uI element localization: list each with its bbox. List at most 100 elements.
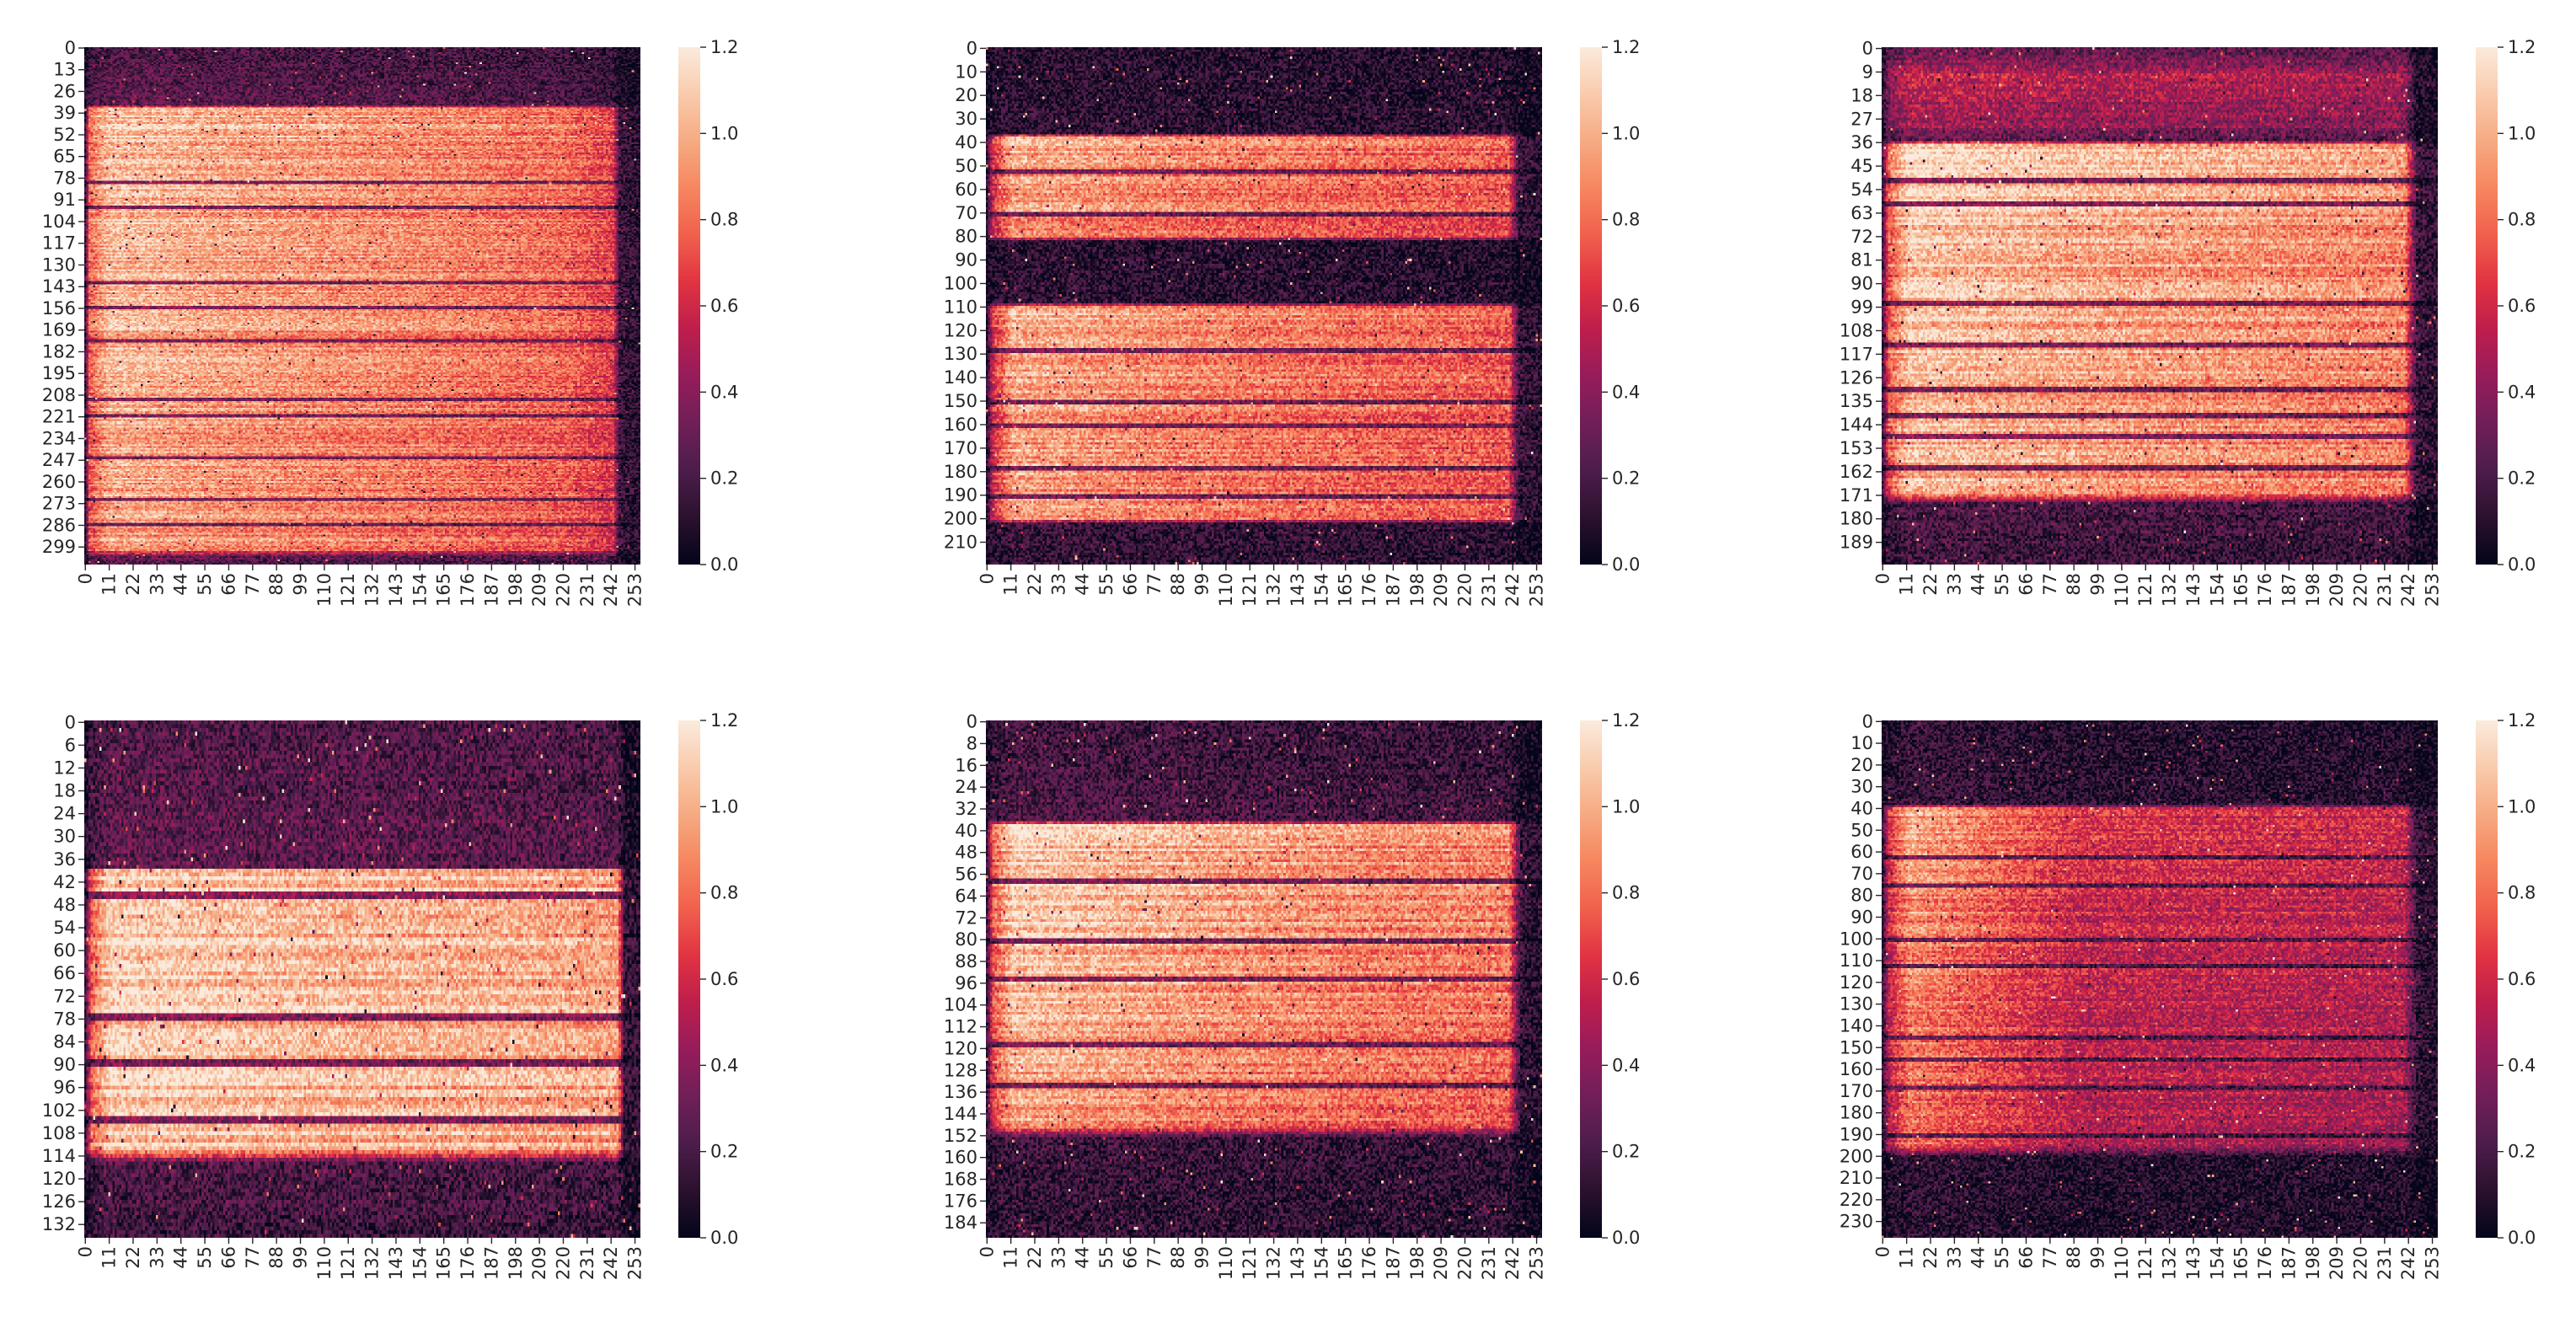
y-tick-label: 126: [1840, 367, 1873, 388]
y-tick-label: 64: [955, 886, 977, 906]
colorbar-tick-label: 0.0: [1612, 554, 1640, 575]
y-tick-label: 108: [42, 1123, 76, 1143]
x-tick-label: 88: [2064, 573, 2084, 596]
x-tick-label: 187: [481, 573, 501, 607]
x-tick-label: 77: [243, 1246, 263, 1269]
y-tick-label: 54: [53, 918, 76, 938]
x-tick-label: 209: [529, 573, 549, 607]
colorbar: [2476, 720, 2498, 1238]
y-tick-label: 0: [967, 712, 977, 732]
x-tick-label: 231: [577, 1246, 597, 1280]
y-tick-label: 176: [944, 1191, 977, 1211]
x-tick-label: 143: [1288, 573, 1308, 607]
y-tick-label: 24: [955, 777, 977, 797]
x-tick-label: 110: [314, 1246, 335, 1280]
y-tick-label: 0: [1862, 711, 1873, 731]
colorbar-tick-label: 1.0: [2508, 796, 2536, 816]
x-tick-label: 231: [2375, 573, 2395, 607]
y-tick-label: 120: [944, 1038, 977, 1058]
y-tick-label: 10: [1850, 733, 1873, 753]
x-tick-label: 121: [1240, 573, 1260, 607]
y-tick-label: 221: [42, 407, 76, 427]
y-tick-label: 9: [1862, 62, 1873, 82]
x-tick-label: 165: [2231, 573, 2252, 607]
y-tick-label: 40: [1850, 798, 1873, 818]
y-tick-label: 169: [42, 320, 76, 340]
y-tick-label: 50: [955, 156, 977, 176]
x-tick-label: 187: [2279, 1246, 2299, 1280]
y-tick-label: 30: [955, 109, 977, 129]
y-tick-label: 80: [1850, 886, 1873, 906]
y-tick-label: 70: [955, 203, 977, 223]
colorbar-tick-label: 1.0: [710, 123, 738, 143]
y-tick-label: 140: [944, 367, 977, 388]
x-tick-label: 187: [1383, 1246, 1403, 1280]
x-tick-label: 242: [601, 573, 621, 607]
y-tick-label: 286: [42, 515, 76, 535]
heatmap-panel-6: 0102030405060708090100110120130140150160…: [1840, 710, 2536, 1280]
y-tick-label: 88: [955, 951, 977, 972]
y-tick-label: 52: [53, 125, 76, 145]
x-tick-label: 44: [1073, 1246, 1093, 1269]
colorbar-tick-label: 1.0: [710, 796, 738, 816]
x-tick-label: 220: [2350, 1246, 2370, 1280]
x-tick-label: 154: [1311, 1246, 1331, 1280]
y-tick-label: 102: [42, 1100, 76, 1121]
x-tick-label: 22: [123, 1246, 143, 1269]
y-tick-label: 0: [967, 38, 977, 58]
y-tick-label: 160: [944, 1148, 977, 1168]
x-tick-label: 22: [1025, 1246, 1045, 1269]
x-tick-label: 22: [1920, 573, 1941, 596]
x-tick-label: 33: [147, 573, 167, 596]
x-tick-label: 154: [1311, 573, 1331, 607]
y-tick-label: 48: [53, 895, 76, 915]
y-tick-label: 0: [65, 712, 76, 732]
y-tick-label: 99: [1850, 297, 1873, 318]
y-tick-label: 189: [1840, 533, 1873, 553]
y-tick-label: 128: [944, 1060, 977, 1080]
y-tick-label: 182: [42, 341, 76, 361]
colorbar-tick-label: 0.8: [1612, 210, 1640, 230]
x-tick-label: 99: [2088, 573, 2108, 596]
y-tick-label: 78: [53, 1009, 76, 1029]
y-tick-label: 247: [42, 450, 76, 470]
colorbar-tick-label: 0.4: [710, 382, 738, 402]
x-tick-label: 176: [458, 1246, 478, 1280]
y-tick-label: 90: [1850, 907, 1873, 927]
colorbar-tick-label: 0.8: [2508, 883, 2536, 903]
x-tick-label: 11: [1897, 1246, 1917, 1269]
x-tick-label: 143: [386, 1246, 406, 1280]
y-tick-label: 180: [944, 462, 977, 482]
x-tick-label: 143: [1288, 1246, 1308, 1280]
y-tick-label: 200: [944, 509, 977, 529]
colorbar: [1580, 720, 1602, 1238]
colorbar-tick-label: 0.8: [710, 210, 738, 230]
x-tick-label: 99: [1192, 1246, 1213, 1269]
x-tick-label: 253: [625, 1246, 645, 1280]
y-tick-label: 144: [1840, 415, 1873, 435]
colorbar-tick-label: 0.0: [1612, 1228, 1640, 1248]
x-tick-label: 99: [1192, 573, 1213, 596]
x-tick-label: 33: [1944, 573, 1964, 596]
x-tick-label: 143: [386, 573, 406, 607]
y-tick-label: 54: [1850, 179, 1873, 200]
y-tick-label: 130: [1840, 994, 1873, 1015]
y-tick-label: 171: [1840, 485, 1873, 506]
colorbar-tick-label: 1.0: [1612, 123, 1640, 143]
x-tick-label: 209: [2327, 573, 2347, 607]
x-tick-label: 143: [2183, 573, 2204, 607]
x-tick-label: 231: [1479, 573, 1499, 607]
x-tick-label: 44: [1968, 1246, 1989, 1269]
colorbar-tick-label: 0.6: [1612, 296, 1640, 316]
y-tick-label: 72: [1850, 227, 1873, 247]
colorbar-tick-label: 0.4: [1612, 1055, 1640, 1075]
heatmap-panel-3: 0918273645546372819099108117126135144153…: [1840, 37, 2536, 607]
x-tick-label: 253: [2423, 573, 2443, 607]
x-tick-label: 220: [553, 573, 573, 607]
y-tick-label: 63: [1850, 203, 1873, 223]
x-tick-label: 132: [362, 573, 383, 607]
x-tick-label: 33: [1048, 573, 1068, 596]
colorbar-tick-label: 0.6: [2508, 969, 2536, 989]
y-tick-label: 72: [53, 986, 76, 1006]
